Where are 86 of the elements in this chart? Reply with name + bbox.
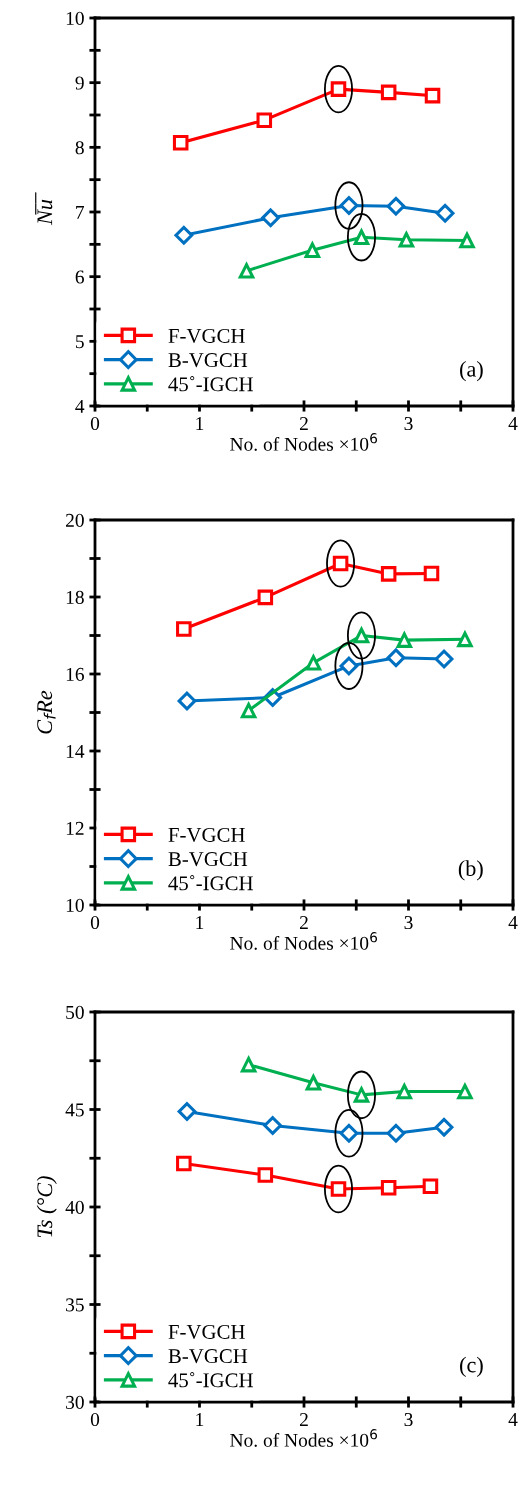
annotation: (c) (460, 1356, 483, 1377)
x-tick-label: 0 (90, 416, 100, 431)
y-tick-label: 50 (66, 1005, 84, 1019)
y-tick-label: 4 (75, 399, 85, 413)
point (380, 566, 397, 582)
x-tick-label: 1 (196, 1413, 204, 1426)
point (396, 1083, 413, 1100)
x-axis-title: No. of Nodes ×10$^{6}$ (230, 1429, 378, 1447)
y-tick-label: 9 (75, 76, 84, 90)
point (398, 232, 415, 248)
point (386, 1123, 406, 1143)
y-tick-label: 18 (66, 590, 84, 604)
y-tick-label: 10 (66, 898, 84, 912)
point (396, 632, 413, 648)
x-tick-label: 4 (508, 1413, 518, 1426)
point (263, 1116, 283, 1135)
point (177, 691, 197, 711)
point (424, 87, 441, 104)
point (422, 1178, 439, 1195)
legend-label: 45˚-IGCH (168, 875, 253, 891)
point (238, 263, 255, 279)
point (240, 702, 257, 719)
annotation: (a) (460, 361, 483, 382)
y-axis-title: C$_{f}$Re (37, 690, 56, 734)
x-tick-label: 1 (196, 417, 204, 430)
y-tick-label: 30 (66, 1395, 84, 1409)
point (386, 648, 406, 668)
point (434, 649, 454, 669)
point (176, 621, 192, 637)
x-tick-label: 3 (404, 417, 413, 431)
x-tick-label: 4 (508, 417, 518, 430)
legend-label: 45˚-IGCH (168, 376, 253, 392)
x-tick-label: 2 (299, 916, 308, 929)
y-tick-label: 20 (65, 513, 84, 527)
point (176, 1155, 192, 1172)
point (257, 589, 274, 606)
x-tick-label: 2 (299, 1413, 308, 1426)
point (305, 1075, 322, 1091)
legend-label: F-VGCH (168, 328, 245, 344)
point (458, 230, 476, 249)
y-axis-title: N̅u̅ (35, 192, 53, 226)
y-tick-label: 8 (75, 141, 84, 155)
y-axis-title: Ts (°C) (36, 1176, 57, 1238)
point (423, 565, 440, 582)
point (174, 225, 194, 245)
y-tick-label: 16 (66, 667, 84, 681)
point (456, 629, 474, 648)
y-tick-label: 7 (76, 206, 85, 219)
point (435, 203, 455, 223)
point (240, 1056, 257, 1073)
annotation: (b) (458, 860, 483, 881)
point (386, 196, 406, 216)
legend-label: B-VGCH (168, 1349, 248, 1364)
point (434, 1117, 454, 1137)
y-tick-label: 6 (75, 270, 84, 284)
legend-label: 45˚-IGCH (168, 1372, 253, 1388)
legend-label: F-VGCH (168, 1324, 245, 1340)
y-tick-label: 45 (65, 1103, 84, 1117)
legend-label: B-VGCH (168, 353, 248, 368)
x-tick-label: 3 (404, 1413, 413, 1427)
point (457, 1083, 473, 1100)
y-tick-label: 12 (66, 821, 84, 835)
point (256, 112, 273, 128)
y-tick-label: 5 (75, 335, 84, 349)
x-tick-label: 1 (196, 916, 204, 929)
point (177, 1102, 197, 1121)
x-tick-label: 4 (508, 916, 518, 929)
point (305, 655, 322, 671)
point (261, 208, 280, 228)
x-tick-label: 0 (90, 1412, 100, 1427)
point (172, 135, 189, 151)
y-tick-label: 14 (66, 744, 85, 758)
x-axis-title: No. of Nodes ×10$^{6}$ (230, 932, 378, 950)
y-tick-label: 35 (66, 1298, 84, 1312)
y-tick-label: 10 (66, 11, 84, 25)
legend-label: B-VGCH (168, 852, 248, 867)
point (304, 242, 321, 258)
point (380, 1179, 397, 1196)
x-axis-title: No. of Nodes ×10$^{6}$ (230, 433, 378, 451)
y-tick-label: 40 (65, 1200, 84, 1214)
x-tick-label: 3 (404, 916, 413, 930)
x-tick-label: 2 (299, 417, 308, 430)
point (380, 84, 397, 101)
x-tick-label: 0 (90, 915, 100, 930)
point (257, 1167, 274, 1183)
legend-label: F-VGCH (168, 827, 245, 843)
